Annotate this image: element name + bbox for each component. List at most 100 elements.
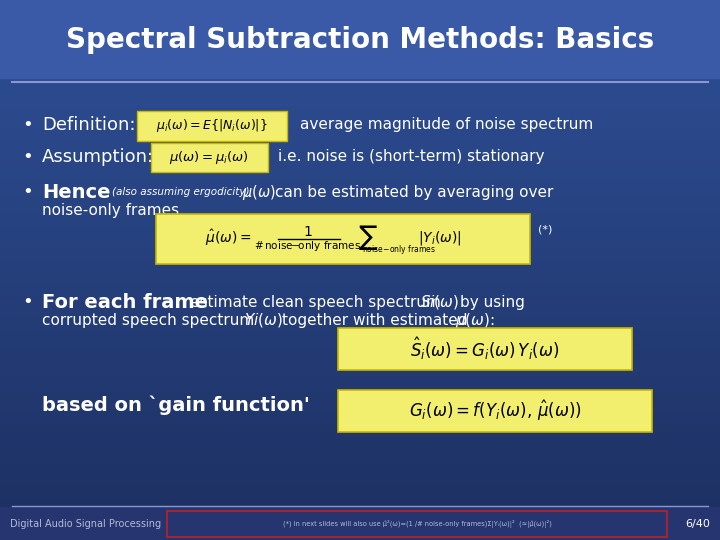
Bar: [0, 486, 720, 492]
Bar: [0, 519, 720, 526]
Bar: [0, 438, 720, 445]
Bar: [0, 500, 720, 507]
Bar: [0, 183, 720, 189]
Bar: [0, 115, 720, 122]
Bar: [0, 526, 720, 534]
Text: 6/40: 6/40: [685, 519, 710, 529]
Bar: [0, 452, 720, 459]
Bar: [0, 33, 720, 40]
Text: $\hat{\mu}(\omega) =$: $\hat{\mu}(\omega) =$: [205, 228, 251, 248]
Bar: [0, 122, 720, 128]
Text: For each frame: For each frame: [42, 293, 208, 312]
Bar: [0, 364, 720, 372]
Bar: [0, 534, 720, 540]
Text: •: •: [22, 183, 32, 201]
Bar: [0, 330, 720, 338]
Bar: [0, 148, 720, 156]
Bar: [0, 14, 720, 20]
Bar: [0, 209, 720, 216]
Text: based on `gain function': based on `gain function': [42, 395, 310, 415]
Bar: [0, 195, 720, 202]
Bar: [0, 317, 720, 324]
Text: noise-only frames: noise-only frames: [42, 202, 179, 218]
Bar: [0, 372, 720, 378]
Bar: [0, 384, 720, 391]
Text: by using: by using: [460, 294, 525, 309]
Text: •: •: [22, 148, 32, 166]
FancyBboxPatch shape: [338, 328, 632, 370]
Bar: [0, 399, 720, 405]
Bar: [0, 189, 720, 195]
Bar: [0, 513, 720, 519]
Text: Assumption:: Assumption:: [42, 148, 154, 166]
FancyBboxPatch shape: [137, 111, 287, 141]
Bar: [0, 358, 720, 365]
Bar: [0, 338, 720, 345]
Text: (*) in next slides will also use μ̂²(ω)=(1 /# noise-only frames)Σ|Yᵢ(ω)|²  (≈|μ̂: (*) in next slides will also use μ̂²(ω)=…: [282, 520, 552, 528]
Bar: [0, 74, 720, 81]
Bar: [0, 378, 720, 384]
Bar: [0, 291, 720, 297]
Text: $\sum$: $\sum$: [358, 224, 378, 253]
Bar: [0, 243, 720, 249]
Bar: [0, 507, 720, 540]
Text: Digital Audio Signal Processing: Digital Audio Signal Processing: [10, 519, 161, 529]
Text: $\mu(\omega)=\mu_i(\omega)$: $\mu(\omega)=\mu_i(\omega)$: [169, 148, 249, 165]
Bar: [0, 27, 720, 33]
Bar: [0, 324, 720, 330]
Bar: [0, 230, 720, 237]
Bar: [0, 40, 720, 47]
Bar: [0, 94, 720, 102]
Bar: [0, 405, 720, 411]
Bar: [0, 6, 720, 14]
Text: corrupted speech spectrum: corrupted speech spectrum: [42, 313, 254, 327]
Bar: [0, 128, 720, 135]
Bar: [0, 68, 720, 74]
Text: •: •: [22, 116, 32, 134]
Text: average magnitude of noise spectrum: average magnitude of noise spectrum: [300, 118, 593, 132]
FancyBboxPatch shape: [151, 143, 268, 172]
Bar: [0, 303, 720, 310]
Text: $\mu(\omega)$: $\mu(\omega)$: [242, 183, 276, 201]
FancyBboxPatch shape: [338, 390, 652, 432]
Bar: [0, 81, 720, 87]
Text: $1$: $1$: [303, 225, 312, 239]
Text: $\mu_i(\omega)=E\{|N_i(\omega)|\}$: $\mu_i(\omega)=E\{|N_i(\omega)|\}$: [156, 117, 268, 133]
Bar: [0, 270, 720, 276]
Bar: [0, 0, 720, 78]
Bar: [0, 284, 720, 291]
Text: $\mathrm{noise\!-\!only\ frames}$: $\mathrm{noise\!-\!only\ frames}$: [362, 242, 436, 255]
Text: (*): (*): [538, 225, 552, 235]
Bar: [0, 392, 720, 399]
Bar: [0, 108, 720, 115]
Text: together with estimated: together with estimated: [282, 313, 467, 327]
Text: •: •: [22, 293, 32, 311]
Bar: [0, 249, 720, 256]
Bar: [0, 135, 720, 141]
Bar: [0, 47, 720, 54]
Bar: [0, 418, 720, 426]
Text: $Yi(\omega)$: $Yi(\omega)$: [244, 311, 283, 329]
Bar: [0, 472, 720, 480]
Bar: [0, 87, 720, 94]
Text: Spectral Subtraction Methods: Basics: Spectral Subtraction Methods: Basics: [66, 26, 654, 54]
Bar: [0, 216, 720, 222]
Bar: [0, 0, 720, 6]
Text: $G_i(\omega) = f(Y_i(\omega),\,\hat{\mu}(\omega))$: $G_i(\omega) = f(Y_i(\omega),\,\hat{\mu}…: [408, 399, 582, 423]
Bar: [0, 411, 720, 418]
Bar: [0, 465, 720, 472]
Bar: [0, 493, 720, 500]
Text: i.e. noise is (short-term) stationary: i.e. noise is (short-term) stationary: [278, 150, 544, 165]
Bar: [0, 54, 720, 60]
Bar: [0, 507, 720, 513]
Text: $\#\,\mathrm{noise\!\!-\!\!only\ frames}$: $\#\,\mathrm{noise\!\!-\!\!only\ frames}…: [254, 239, 361, 253]
Text: (also assuming ergodicity): (also assuming ergodicity): [112, 187, 250, 197]
Text: $|Y_i(\omega)|$: $|Y_i(\omega)|$: [418, 229, 462, 247]
Bar: [0, 222, 720, 230]
Text: Hence: Hence: [42, 183, 110, 201]
Bar: [0, 156, 720, 162]
Bar: [0, 256, 720, 263]
Text: $Si(\omega)$: $Si(\omega)$: [420, 293, 459, 311]
Bar: [0, 432, 720, 438]
Text: Definition:: Definition:: [42, 116, 135, 134]
